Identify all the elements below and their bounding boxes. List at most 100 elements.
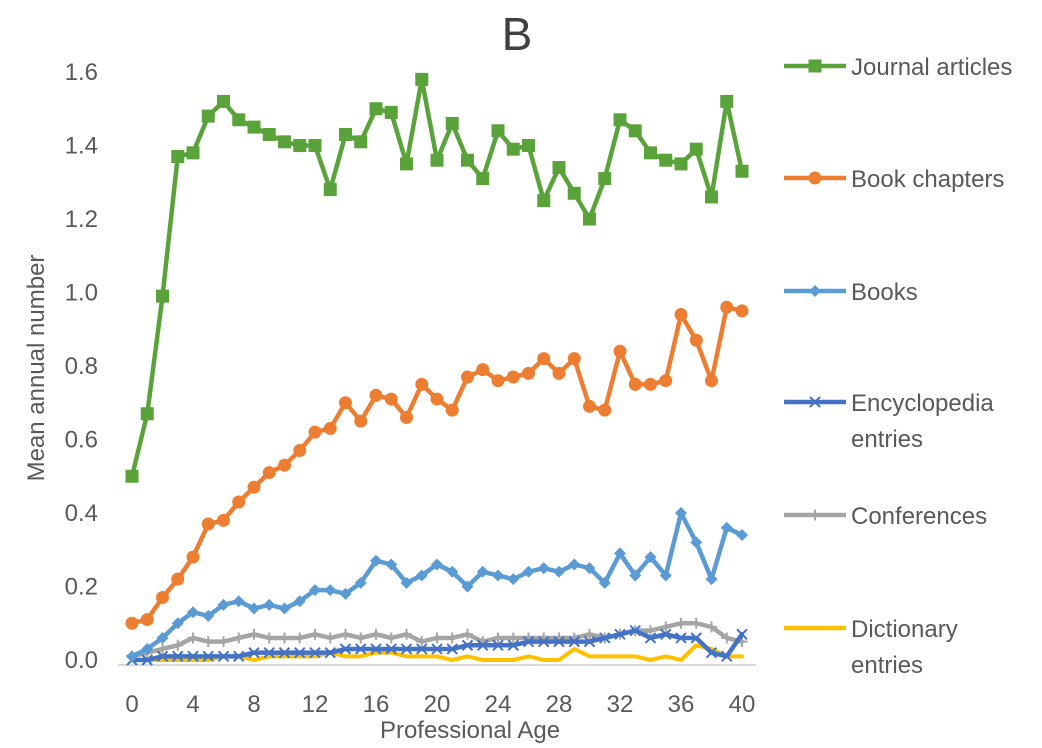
- data-point-x: [233, 650, 245, 663]
- data-point-plus: [263, 632, 275, 644]
- series-encyclopedia-entries: [126, 624, 748, 666]
- data-point-plus: [690, 617, 702, 629]
- data-point-x: [568, 635, 580, 648]
- data-point-x: [660, 628, 672, 640]
- data-point-x: [431, 643, 443, 655]
- legend-item: Dictionary entries: [784, 616, 958, 679]
- data-point-diamond: [370, 554, 382, 567]
- data-point-x: [385, 643, 397, 655]
- data-point-diamond: [598, 576, 611, 589]
- data-point-x: [416, 643, 428, 655]
- x-tick-label: 20: [424, 691, 451, 718]
- data-point-plus: [370, 628, 382, 640]
- data-point-circle: [628, 377, 642, 391]
- data-point-diamond: [126, 650, 138, 663]
- data-point-circle: [369, 388, 383, 402]
- data-point-plus: [294, 632, 306, 644]
- data-point-square: [613, 113, 627, 127]
- data-point-circle: [705, 374, 718, 388]
- data-point-square: [262, 127, 276, 141]
- data-point-x: [278, 646, 291, 659]
- data-point-square: [476, 172, 490, 186]
- x-tick-label: 8: [247, 691, 260, 718]
- data-point-x: [507, 639, 519, 652]
- data-point-x: [339, 643, 352, 655]
- data-point-diamond: [809, 285, 821, 297]
- data-point-diamond: [339, 587, 352, 600]
- data-point-circle: [445, 403, 459, 417]
- data-point-diamond: [171, 617, 184, 630]
- data-point-diamond: [248, 602, 260, 615]
- data-point-circle: [506, 370, 520, 384]
- data-point-square: [445, 116, 459, 130]
- data-point-diamond: [537, 562, 550, 575]
- data-point-square: [430, 153, 444, 167]
- data-point-square: [293, 139, 307, 152]
- data-point-square: [491, 124, 505, 138]
- data-point-plus: [309, 628, 321, 640]
- data-point-square: [201, 109, 215, 123]
- data-point-square: [232, 113, 246, 127]
- data-point-plus: [385, 632, 397, 644]
- data-point-circle: [247, 480, 261, 494]
- data-point-diamond: [644, 551, 657, 564]
- data-point-diamond: [461, 580, 474, 593]
- data-point-square: [415, 72, 429, 86]
- data-point-square: [674, 157, 688, 171]
- data-point-circle: [384, 392, 398, 406]
- legend-label: Book chapters: [851, 166, 1004, 193]
- data-point-square: [552, 161, 566, 175]
- data-point-x: [248, 646, 260, 659]
- data-point-x: [705, 646, 718, 659]
- data-point-plus: [233, 632, 245, 644]
- legend-item: Journal articles: [784, 54, 1012, 81]
- data-point-plus: [507, 632, 519, 644]
- data-point-x: [721, 650, 733, 663]
- y-tick-label: 1.4: [65, 133, 98, 160]
- data-point-x: [141, 654, 153, 666]
- data-point-plus: [721, 632, 733, 644]
- data-point-circle: [217, 513, 230, 527]
- x-tick-label: 16: [363, 691, 390, 718]
- data-point-diamond: [293, 595, 306, 608]
- x-tick-label: 24: [485, 691, 512, 718]
- data-point-square: [125, 469, 139, 483]
- data-point-circle: [293, 444, 307, 458]
- y-tick-label: 0.2: [65, 574, 98, 601]
- data-point-diamond: [583, 562, 596, 575]
- data-point-square: [598, 172, 612, 186]
- data-point-plus: [324, 632, 336, 644]
- x-tick-label: 0: [125, 691, 138, 718]
- data-point-circle: [201, 517, 215, 531]
- legend-label: Dictionary: [851, 616, 958, 643]
- legend-label: entries: [851, 652, 923, 679]
- data-point-circle: [720, 300, 734, 314]
- data-point-plus: [157, 643, 168, 655]
- y-tick-label: 1.6: [65, 59, 98, 86]
- data-point-diamond: [202, 609, 215, 622]
- data-point-plus: [202, 636, 214, 648]
- data-point-diamond: [415, 569, 428, 582]
- data-point-circle: [171, 572, 185, 586]
- data-point-x: [675, 632, 687, 644]
- data-point-circle: [598, 403, 612, 417]
- data-point-plus: [492, 632, 504, 644]
- x-tick-label: 32: [607, 691, 634, 718]
- data-point-diamond: [385, 558, 398, 571]
- data-point-circle: [354, 414, 368, 428]
- y-tick-label: 0.6: [65, 427, 98, 454]
- data-point-x: [614, 628, 626, 640]
- series-conferences: [126, 617, 748, 662]
- data-point-x: [583, 635, 596, 648]
- data-point-circle: [537, 352, 551, 366]
- data-point-diamond: [553, 565, 565, 578]
- data-point-x: [599, 632, 611, 644]
- y-axis-title: Mean annual number: [23, 255, 50, 482]
- series-layer: [125, 72, 749, 666]
- data-point-plus: [809, 509, 821, 521]
- data-point-circle: [613, 344, 627, 358]
- data-point-square: [323, 183, 337, 197]
- data-point-circle: [262, 466, 276, 480]
- data-point-x: [355, 643, 367, 655]
- data-point-diamond: [324, 584, 337, 597]
